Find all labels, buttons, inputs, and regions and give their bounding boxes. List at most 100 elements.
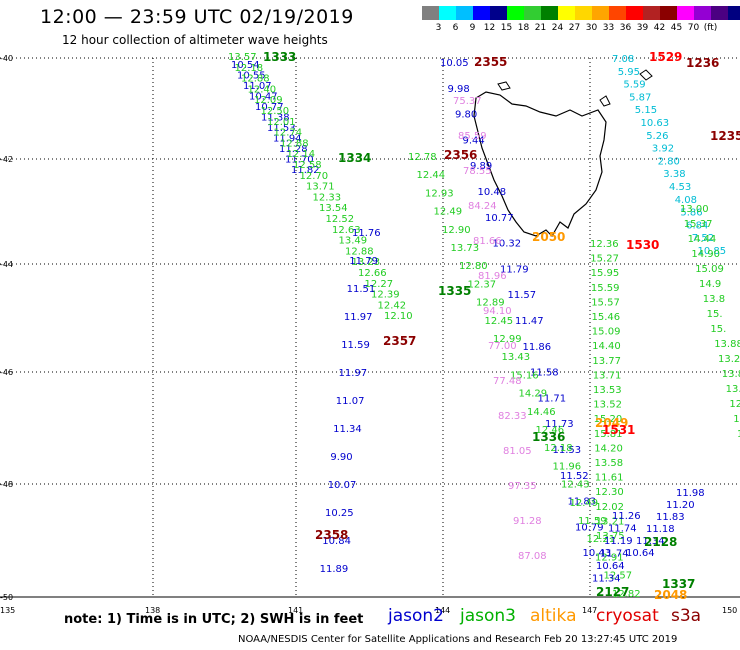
jason3-swh-value: 15.59 <box>591 283 620 294</box>
lon-label: 150 <box>722 606 737 615</box>
s3a-swh-value: 81.05 <box>503 446 532 457</box>
jason3-swh-value: 12.82 <box>612 589 641 600</box>
colorbar-label: 18 <box>517 23 530 33</box>
track-time-label: 2355 <box>474 55 507 69</box>
jason3-swh-value: 12.90 <box>442 225 471 236</box>
lat-label: -46 <box>0 368 13 377</box>
jason3-swh-value: 12.30 <box>595 487 624 498</box>
jason2-swh-value: 9.80 <box>455 110 477 121</box>
lon-label: 144 <box>435 606 450 615</box>
jason2-swh-value: 11.20 <box>666 500 695 511</box>
jason2-swh-value: 10.47 <box>249 92 278 103</box>
s3a-swh-value: 97.35 <box>508 481 537 492</box>
jason3-swh-value: 12.18 <box>544 443 573 454</box>
colorbar-swatch <box>694 6 711 20</box>
jason3-swh-value: 12.74 <box>274 128 303 139</box>
cryosat-swh-value: 4.08 <box>675 195 697 206</box>
colorbar-label: 36 <box>619 23 632 33</box>
jason3-swh-value: 13.2 <box>718 354 740 365</box>
jason2-swh-value: 9.90 <box>330 452 352 463</box>
jason2-swh-value: 11.71 <box>538 393 567 404</box>
s3a-swh-value: 82.33 <box>498 411 527 422</box>
island-coastline <box>639 69 653 81</box>
s3a-swh-value: 81.66 <box>473 236 502 247</box>
jason3-swh-value: 13.00 <box>680 204 709 215</box>
colorbar-swatch <box>626 6 643 20</box>
jason2-swh-value: 10.79 <box>575 522 604 533</box>
island-coastline <box>599 95 611 107</box>
jason3-swh-value: 15.95 <box>591 268 620 279</box>
jason3-swh-value: 11.61 <box>595 473 624 484</box>
map-title: 12:00 — 23:59 UTC 02/19/2019 <box>40 6 354 28</box>
jason2-swh-value: 10.48 <box>478 187 507 198</box>
jason2-swh-value: 11.53 <box>267 123 296 134</box>
jason2-swh-value: 9.89 <box>470 161 492 172</box>
s3a-swh-value: 91.28 <box>513 516 542 527</box>
colorbar-swatch <box>592 6 609 20</box>
jason3-swh-value: 13.52 <box>593 400 622 411</box>
colorbar-label: 9 <box>469 23 476 33</box>
jason3-swh-value: 12.33 <box>313 192 342 203</box>
jason3-swh-value: 12.95 <box>729 399 740 410</box>
jason3-swh-value: 13.88 <box>714 339 740 350</box>
colorbar-label: 21 <box>534 23 547 33</box>
jason2-swh-value: 10.05 <box>440 58 469 69</box>
lon-label: 135 <box>0 606 15 615</box>
jason3-swh-value: 15.37 <box>684 219 713 230</box>
colorbar-swatch <box>728 6 740 20</box>
jason3-swh-value: 13.23 <box>352 257 381 268</box>
cryosat-swh-value: 4.53 <box>669 182 691 193</box>
jason3-swh-value: 12.58 <box>293 160 322 171</box>
jason3-swh-value: 13.21 <box>596 516 625 527</box>
jason2-swh-value: 11.58 <box>530 368 559 379</box>
jason2-swh-value: 11.83 <box>656 512 685 523</box>
jason2-swh-value: 10.77 <box>485 213 514 224</box>
jason3-swh-value: 13.53 <box>593 385 622 396</box>
jason2-swh-value: 11.53 <box>553 445 582 456</box>
track-time-label: 1529 <box>649 50 682 64</box>
jason3-swh-value: 12.89 <box>476 298 505 309</box>
jason3-swh-value: 13.49 <box>339 236 368 247</box>
jason3-swh-value: 14.90 <box>691 249 720 260</box>
colorbar-label: 42 <box>653 23 666 33</box>
track-time-label: 2049 <box>595 416 628 430</box>
cryosat-swh-value: 5.26 <box>646 131 668 142</box>
colorbar-label: 12 <box>483 23 496 33</box>
s3a-swh-value: 78.55 <box>463 166 492 177</box>
jason3-swh-value: 12.49 <box>570 498 599 509</box>
credit-line: NOAA/NESDIS Center for Satellite Applica… <box>238 634 678 645</box>
colorbar-label: (ft) <box>703 23 718 33</box>
colorbar-swatch <box>575 6 592 20</box>
jason3-swh-value: 15.20 <box>594 414 623 425</box>
track-time-label: 1337 <box>662 577 695 591</box>
jason2-swh-value: 11.26 <box>612 511 641 522</box>
track-time-label: 1531 <box>602 423 635 437</box>
jason3-swh-value: 13.57 <box>228 52 257 63</box>
lat-label: -42 <box>0 155 13 164</box>
jason3-swh-value: 12.71 <box>737 429 740 440</box>
jason3-swh-value: 12.88 <box>280 138 309 149</box>
jason3-swh-value: 12.44 <box>417 170 446 181</box>
jason2-swh-value: 11.34 <box>592 574 621 585</box>
jason3-swh-value: 12.93 <box>425 188 454 199</box>
jason3-swh-value: 12.36 <box>590 239 619 250</box>
jason2-swh-value: 11.74 <box>600 549 629 560</box>
jason3-swh-value: 12.09 <box>254 95 283 106</box>
jason3-swh-value: 14.20 <box>594 443 623 454</box>
jason3-swh-value: 15.09 <box>592 327 621 338</box>
jason3-swh-value: 15.16 <box>510 370 539 381</box>
jason3-swh-value: 12.45 <box>485 316 514 327</box>
jason3-swh-value: 12.63 <box>332 225 361 236</box>
jason3-swh-value: 12.42 <box>378 300 407 311</box>
map-subtitle: 12 hour collection of altimeter wave hei… <box>62 33 328 47</box>
colorbar-swatch <box>456 6 473 20</box>
jason2-swh-value: 11.79 <box>349 256 378 267</box>
colorbar-label: 24 <box>551 23 564 33</box>
s3a-swh-value: 77.00 <box>488 341 517 352</box>
jason3-swh-value: 12.91 <box>733 414 740 425</box>
track-time-label: 1333 <box>263 50 296 64</box>
jason2-swh-value: 11.86 <box>523 342 552 353</box>
legend-jason2: jason2 <box>388 606 444 626</box>
colorbar-label: 15 <box>500 23 513 33</box>
jason3-swh-value: 13.77 <box>592 356 621 367</box>
